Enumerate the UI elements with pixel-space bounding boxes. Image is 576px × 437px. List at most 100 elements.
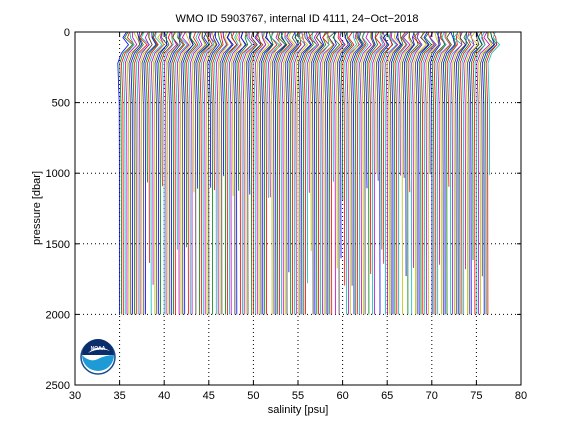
profile-line <box>199 31 213 315</box>
profile-line <box>117 31 130 315</box>
profile-line <box>388 31 401 315</box>
profile-line <box>173 31 186 315</box>
profile-line <box>135 31 151 315</box>
profile-line <box>256 31 270 315</box>
profile-line <box>396 31 408 315</box>
profile-line <box>446 31 459 187</box>
x-tick-label: 35 <box>113 390 125 402</box>
profile-line <box>377 31 390 315</box>
noaa-logo-wave <box>82 355 114 371</box>
profile-line <box>225 31 238 315</box>
profile-line <box>195 31 210 189</box>
profile-line <box>357 31 369 315</box>
profile-line <box>338 31 351 259</box>
profile-line <box>398 31 411 176</box>
profile-line <box>329 31 343 315</box>
profile-line <box>212 31 224 191</box>
profile-line <box>165 31 180 315</box>
x-tick-label: 45 <box>203 390 215 402</box>
profile-line <box>485 31 498 315</box>
profile-line <box>480 31 495 277</box>
profile-line <box>461 31 475 315</box>
profile-line <box>444 32 457 315</box>
profile-line <box>303 31 318 315</box>
profile-line <box>137 31 150 315</box>
x-tick-label: 65 <box>381 390 393 402</box>
profile-line <box>435 31 447 315</box>
profile-line <box>346 31 360 315</box>
y-tick-label: 500 <box>52 98 70 110</box>
x-axis-label: salinity [psu] <box>268 404 329 416</box>
profile-line <box>158 31 170 315</box>
profile-line <box>372 31 386 315</box>
profile-line <box>189 31 203 315</box>
profile-line <box>416 31 430 315</box>
profile-line <box>411 31 423 268</box>
profile-line <box>160 31 173 187</box>
profile-line <box>126 31 141 315</box>
profile-line <box>182 31 194 315</box>
profile-line <box>178 31 192 315</box>
profile-line <box>418 31 433 315</box>
x-tick-label: 75 <box>470 390 482 402</box>
profile-line <box>249 31 262 315</box>
profile-line <box>307 31 320 193</box>
profile-line <box>305 31 318 284</box>
profile-line <box>362 31 375 315</box>
profile-line <box>279 31 292 315</box>
profile-line <box>193 31 208 315</box>
profile-line <box>191 31 206 193</box>
profile-line <box>197 31 211 315</box>
profile-line <box>288 31 302 315</box>
profile-line <box>290 31 302 315</box>
profile-line <box>439 31 452 315</box>
profile-line <box>154 31 168 315</box>
profile-line <box>310 31 324 315</box>
profile-line <box>442 31 456 315</box>
profile-line <box>184 31 197 248</box>
profile-line <box>143 31 157 315</box>
profile-line <box>301 31 314 315</box>
profile-line <box>210 31 223 315</box>
profile-line <box>467 31 480 315</box>
x-tick-label: 55 <box>292 390 304 402</box>
profile-line <box>383 31 398 315</box>
profile-line <box>429 31 441 315</box>
profile-line <box>403 31 415 277</box>
profile-line <box>260 31 274 315</box>
profile-line <box>441 31 452 315</box>
profile-line <box>202 31 218 315</box>
profile-line <box>385 31 399 315</box>
profile-line <box>162 31 174 315</box>
profile-line <box>217 31 229 315</box>
y-axis-label: pressure [dbar] <box>31 171 43 245</box>
profile-line <box>292 31 306 315</box>
profile-line <box>121 31 135 315</box>
profile-line <box>355 31 367 315</box>
profile-line <box>364 31 376 189</box>
profile-line <box>240 31 253 315</box>
profile-line <box>147 31 159 263</box>
profile-line <box>400 31 413 315</box>
profile-line <box>465 31 479 315</box>
profile-line <box>426 31 440 315</box>
profile-line <box>448 31 463 315</box>
profile-line <box>428 31 440 175</box>
profile-line <box>452 31 467 315</box>
axis-ticks: 30 35 40 45 50 55 60 65 70 75 80 0 500 1000 1500 2000 25… <box>46 27 528 402</box>
x-tick-label: 30 <box>69 390 81 402</box>
y-tick-label: 2500 <box>46 380 70 392</box>
y-tick-label: 1000 <box>46 168 70 180</box>
profile-line <box>359 31 372 315</box>
noaa-logo-bird <box>88 347 110 353</box>
profile-line <box>457 31 470 315</box>
profile-line <box>433 31 447 315</box>
profile-line <box>148 31 163 315</box>
profile-line <box>186 31 199 315</box>
profile-line <box>487 31 501 176</box>
profile-line <box>266 31 281 198</box>
profile-line <box>297 31 312 315</box>
profile-line <box>282 31 296 315</box>
profile-line <box>321 31 334 315</box>
